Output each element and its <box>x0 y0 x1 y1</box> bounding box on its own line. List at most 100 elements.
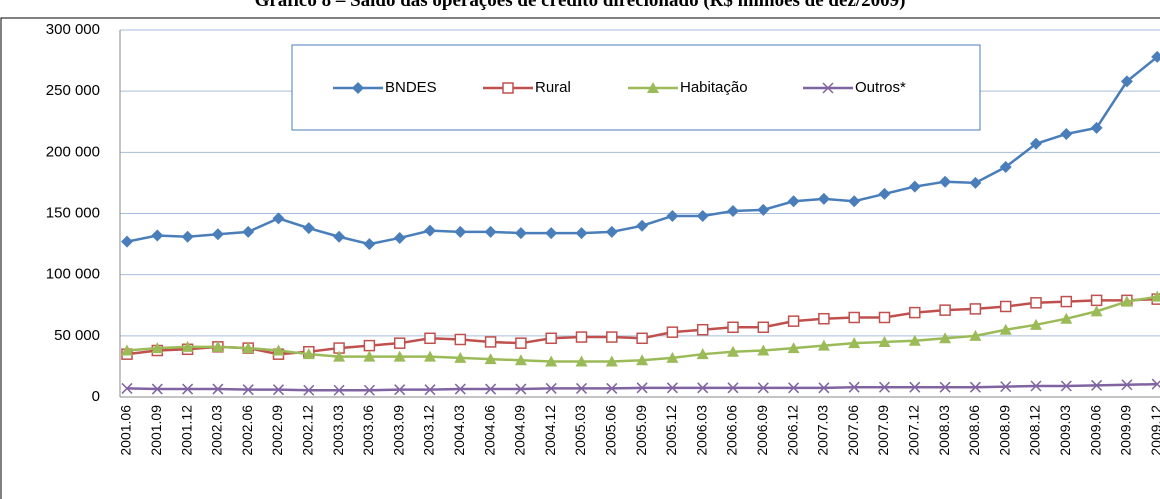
marker <box>302 222 315 235</box>
x-tick-label: 2005.03 <box>572 405 588 456</box>
marker <box>697 382 709 394</box>
marker <box>333 384 345 396</box>
marker <box>605 355 618 367</box>
marker <box>605 225 618 238</box>
marker <box>818 382 830 394</box>
marker <box>878 381 891 393</box>
marker <box>393 231 406 244</box>
marker <box>818 312 830 325</box>
x-tick-label: 2008.12 <box>1027 405 1043 456</box>
marker <box>1151 290 1160 302</box>
marker <box>363 339 376 352</box>
x-tick-label: 2009.03 <box>1057 405 1073 456</box>
marker <box>1060 295 1073 308</box>
marker <box>545 332 557 345</box>
marker <box>696 348 709 360</box>
x-tick-label: 2009.09 <box>1118 405 1134 456</box>
marker <box>757 203 770 216</box>
marker <box>333 350 346 362</box>
marker <box>1120 75 1133 88</box>
y-tick-label: 300 000 <box>46 21 100 38</box>
marker <box>151 342 164 354</box>
x-tick-label: 2008.06 <box>966 405 982 456</box>
marker <box>121 235 133 248</box>
marker <box>394 384 406 396</box>
chart-title: Gráfico 8 – Saldo das operações de crédi… <box>255 0 906 11</box>
marker <box>514 354 527 366</box>
marker <box>1030 380 1042 392</box>
marker <box>1030 318 1042 330</box>
y-tick-label: 0 <box>92 388 100 405</box>
marker <box>817 339 830 351</box>
x-tick-label: 2006.03 <box>693 405 709 456</box>
marker <box>181 340 194 352</box>
marker <box>1000 381 1012 393</box>
marker <box>636 219 649 232</box>
marker <box>212 383 224 395</box>
marker <box>1151 378 1160 390</box>
marker <box>666 326 679 338</box>
y-tick-label: 200 000 <box>46 143 100 160</box>
marker <box>333 230 346 243</box>
marker <box>424 350 436 362</box>
marker <box>787 315 800 327</box>
marker <box>121 344 133 356</box>
marker <box>424 332 436 345</box>
x-tick-label: 2005.12 <box>663 405 679 456</box>
marker <box>182 383 194 395</box>
marker <box>272 384 285 396</box>
marker <box>848 337 861 349</box>
marker <box>1060 312 1073 324</box>
marker <box>666 382 678 394</box>
x-tick-label: 2004.09 <box>512 405 528 456</box>
marker <box>545 382 557 394</box>
marker <box>1151 50 1160 63</box>
marker <box>939 304 951 316</box>
x-tick-label: 2007.06 <box>845 405 861 456</box>
marker <box>181 230 194 243</box>
marker <box>393 337 406 349</box>
marker <box>1120 295 1133 307</box>
marker <box>969 329 982 341</box>
marker <box>787 195 800 208</box>
marker <box>878 187 891 200</box>
x-tick-label: 2004.06 <box>481 405 497 456</box>
x-tick-label: 2009.06 <box>1087 405 1103 456</box>
marker <box>363 384 375 396</box>
marker <box>424 224 436 237</box>
x-tick-label: 2002.12 <box>300 405 316 456</box>
marker <box>515 383 527 395</box>
legend-label: Outros* <box>855 79 906 96</box>
marker <box>1030 137 1042 150</box>
x-tick-label: 2002.03 <box>209 405 225 456</box>
marker <box>1030 297 1042 309</box>
x-tick-label: 2005.06 <box>603 405 619 456</box>
marker <box>515 337 527 349</box>
marker <box>1060 380 1072 392</box>
chart-border <box>0 17 1160 499</box>
y-tick-label: 250 000 <box>46 82 100 99</box>
x-tick-label: 2008.09 <box>996 405 1012 456</box>
marker <box>727 321 739 334</box>
marker <box>211 228 224 241</box>
x-tick-label: 2004.03 <box>451 405 467 456</box>
x-tick-label: 2002.09 <box>269 405 285 456</box>
x-tick-label: 2002.06 <box>239 405 255 456</box>
marker <box>303 384 315 396</box>
marker <box>272 344 285 356</box>
x-tick-label: 2007.03 <box>815 405 831 456</box>
marker <box>484 336 497 348</box>
x-tick-label: 2007.09 <box>875 405 891 456</box>
marker <box>1091 379 1103 391</box>
marker <box>969 381 981 393</box>
marker <box>454 383 466 395</box>
marker <box>302 348 315 360</box>
marker <box>908 180 921 193</box>
marker <box>575 355 588 367</box>
marker <box>848 381 860 393</box>
x-tick-label: 2009.12 <box>1148 405 1160 456</box>
x-tick-label: 2003.03 <box>330 405 346 456</box>
marker <box>514 227 527 240</box>
y-tick-label: 150 000 <box>46 204 100 221</box>
marker <box>848 195 861 208</box>
